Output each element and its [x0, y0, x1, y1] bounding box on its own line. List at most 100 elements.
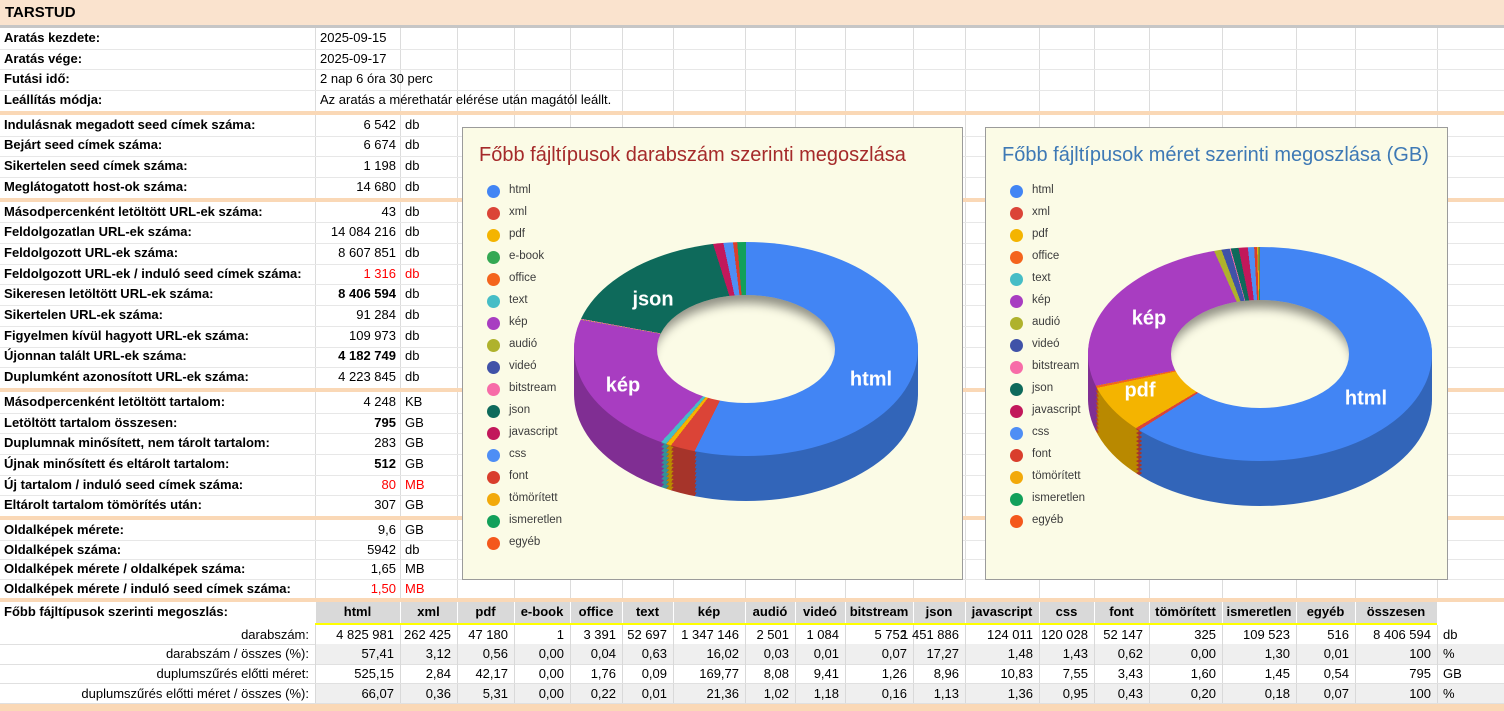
legend-label: text: [509, 294, 528, 306]
legend-item: css: [487, 446, 627, 468]
table-cell: 0,04: [590, 646, 616, 662]
table-cell: 42,17: [475, 665, 508, 681]
stat-value: 307: [374, 497, 396, 513]
legend-item: office: [1010, 248, 1150, 270]
legend-item: font: [487, 468, 627, 490]
table-cell: 0,95: [1062, 685, 1088, 701]
table-cell: 0,09: [641, 665, 667, 681]
cell-separator: [1296, 644, 1297, 664]
legend-label: javascript: [1032, 404, 1081, 416]
stat-unit: KB: [405, 393, 423, 409]
legend-swatch: [487, 251, 500, 264]
legend-label: e-book: [509, 250, 545, 262]
table-cell: 0,01: [641, 685, 667, 701]
cell-separator: [457, 624, 458, 645]
legend-swatch: [487, 383, 500, 396]
stat-unit: MB: [405, 561, 425, 577]
cell-separator: [745, 663, 746, 684]
cell-separator: [913, 644, 914, 664]
cell-separator: [1437, 663, 1438, 684]
stat-label: Bejárt seed címek száma:: [4, 137, 163, 153]
stat-value: 14 084 216: [330, 224, 396, 240]
legend-swatch: [1010, 295, 1023, 308]
cell-separator: [913, 683, 914, 704]
legend-label: pdf: [1032, 228, 1048, 240]
legend-label: ismeretlen: [509, 514, 563, 526]
cell-separator: [673, 683, 674, 704]
table-cell: 3,43: [1117, 665, 1143, 681]
cell-separator: [457, 644, 458, 664]
table-cell: 7,55: [1062, 665, 1088, 681]
table-cell: 8 406 594: [1373, 626, 1431, 642]
stat-unit: db: [405, 286, 420, 302]
stat-label: Indulásnak megadott seed címek száma:: [4, 116, 256, 132]
legend-label: kép: [509, 316, 528, 328]
legend-swatch: [1010, 185, 1023, 198]
table-cell: 100: [1409, 646, 1431, 662]
legend-label: css: [509, 448, 527, 460]
header-cell-separator: [1149, 602, 1150, 623]
stat-label: Sikertelen seed címek száma:: [4, 158, 188, 174]
cell-separator: [673, 624, 674, 645]
legend-item: font: [1010, 446, 1150, 468]
header-cell-separator: [965, 602, 966, 623]
grid-line: [457, 0, 458, 602]
cell-separator: [1222, 683, 1223, 704]
slice-label: kép: [605, 374, 641, 397]
table-cell: 2,84: [425, 665, 451, 681]
stat-unit: GB: [405, 435, 424, 451]
cell-separator: [514, 683, 515, 704]
stat-label: Leállítás módja:: [4, 92, 103, 108]
stat-label: Másodpercenként letöltött tartalom:: [4, 393, 226, 409]
stat-value: 2025-09-15: [320, 30, 387, 45]
stat-value: 4 182 749: [338, 348, 396, 364]
column-header: tömörített: [1155, 604, 1216, 619]
stat-value: 4 248: [363, 393, 396, 409]
stat-row: Újnak minősített és eltárolt tartalom: 51…: [0, 454, 1504, 475]
stat-label: Másodpercenként letöltött URL-ek száma:: [4, 203, 263, 219]
cell-separator: [1094, 644, 1095, 664]
stat-value: 1 316: [363, 265, 396, 281]
legend-swatch: [1010, 515, 1023, 528]
stat-label: Újonnan talált URL-ek száma:: [4, 348, 187, 364]
stat-value: 1,50: [370, 580, 396, 596]
header-cell-separator: [673, 602, 674, 623]
cell-separator: [315, 644, 316, 664]
table-cell: 0,01: [813, 646, 839, 662]
row-unit: %: [1443, 646, 1455, 662]
table-corner-label: Főbb fájltípusok szerinti megoszlás:: [4, 604, 228, 619]
table-cell: 100: [1409, 685, 1431, 701]
cell-separator: [1296, 683, 1297, 704]
legend-swatch: [1010, 405, 1023, 418]
title-bar: TARSTUD: [0, 0, 1504, 25]
table-cell: 0,07: [881, 646, 907, 662]
stat-row: Sikertelen seed címek száma: 1 198 db: [0, 156, 1504, 177]
header-cell-separator: [1222, 602, 1223, 623]
legend-swatch: [1010, 339, 1023, 352]
cell-separator: [1149, 644, 1150, 664]
stat-label: Oldalképek mérete / oldalképek száma:: [4, 561, 246, 577]
legend-item: videó: [1010, 336, 1150, 358]
stat-label: Feldolgozott URL-ek / induló seed címek …: [4, 265, 302, 281]
column-header: pdf: [475, 604, 496, 619]
file-type-table: Főbb fájltípusok szerinti megoszlás: html…: [0, 602, 1504, 705]
stat-unit: db: [405, 348, 420, 364]
legend-item: javascript: [487, 424, 627, 446]
table-cell: 5,31: [482, 685, 508, 701]
column-header: összesen: [1366, 604, 1426, 619]
stat-label: Futási idő:: [4, 71, 70, 87]
file-count-pie-chart: Főbb fájltípusok darabszám szerinti mego…: [462, 127, 963, 580]
table-cell: 0,00: [538, 665, 564, 681]
table-cell: 795: [1409, 665, 1431, 681]
stat-unit: GB: [405, 455, 424, 471]
header-cell-separator: [570, 602, 571, 623]
stat-unit: db: [405, 244, 420, 260]
stat-unit: db: [405, 116, 420, 132]
table-cell: 66,07: [361, 685, 394, 701]
stat-row: Figyelmen kívül hagyott URL-ek száma: 109…: [0, 326, 1504, 347]
table-cell: 0,20: [1190, 685, 1216, 701]
table-cell: 3,12: [425, 646, 451, 662]
table-cell: 1,48: [1007, 646, 1033, 662]
legend-item: bitstream: [1010, 358, 1150, 380]
table-cell: 0,16: [881, 685, 907, 701]
